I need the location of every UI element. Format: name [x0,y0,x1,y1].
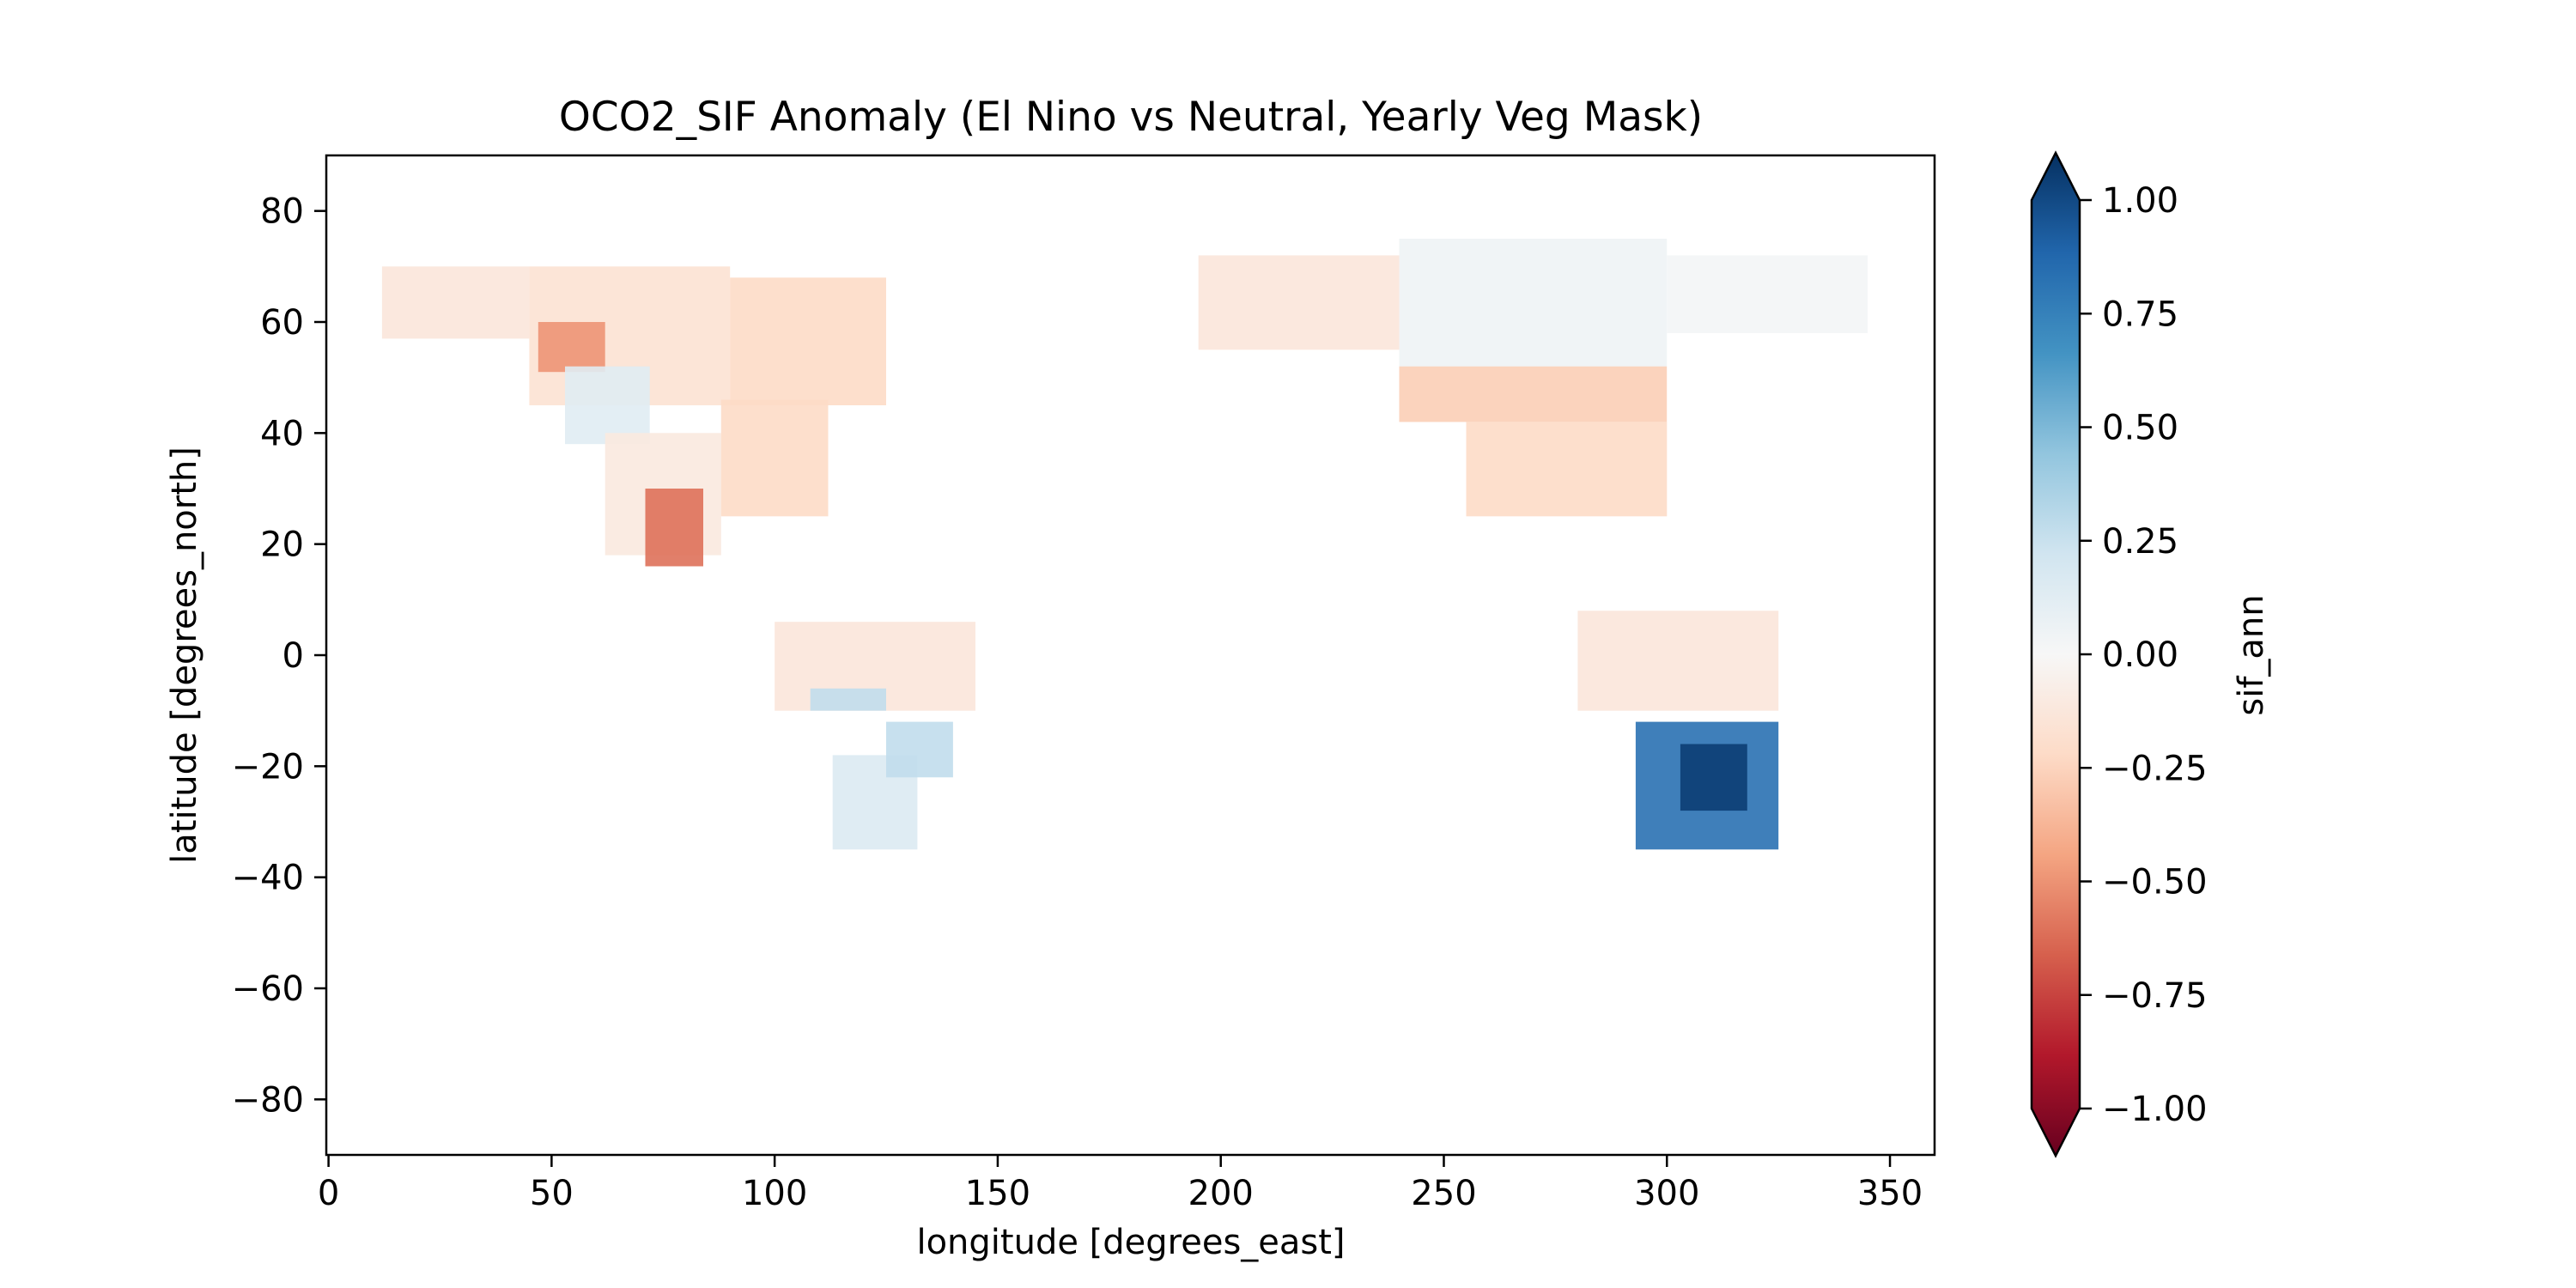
y-tick-label: −60 [232,969,304,1009]
colorbar-tick-label: 1.00 [2102,181,2178,221]
anomaly-region-14 [1399,366,1668,422]
y-tick-label: 20 [260,526,304,565]
x-tick-label: 300 [1634,1174,1699,1213]
colorbar-ticks: 1.00 0.75 0.50 0.25 0.00 −0.25 −0.50 −0.75 −1.00 [2080,181,2208,1129]
anomaly-region-7 [645,489,703,567]
colorbar-tick-label: −0.75 [2102,976,2208,1016]
colorbar-tick-label: 0.75 [2102,295,2178,334]
chart-title: OCO2_SIF Anomaly (El Nino vs Neutral, Ye… [559,94,1703,141]
anomaly-region-6 [720,399,829,517]
colorbar-tick-label: 0.25 [2102,522,2178,562]
x-tick-label: 200 [1188,1174,1254,1213]
x-axis: 0 50 100 150 200 250 300 350 [318,1155,1923,1213]
y-tick-label: −80 [232,1080,304,1120]
x-tick-label: 50 [530,1174,574,1213]
x-axis-label: longitude [degrees_east] [916,1223,1345,1262]
anomaly-region-2 [730,277,886,405]
anomaly-region-9 [810,688,886,711]
x-tick-label: 250 [1411,1174,1476,1213]
x-tick-label: 0 [318,1174,339,1213]
colorbar-tick-label: −1.00 [2102,1090,2208,1129]
y-tick-label: 0 [283,636,304,676]
anomaly-region-4 [565,366,650,445]
y-tick-label: −40 [232,859,304,898]
colorbar: 1.00 0.75 0.50 0.25 0.00 −0.25 −0.50 −0.75 −1.00… [2030,150,2271,1158]
anomaly-region-17 [1577,611,1779,711]
anomaly-region-3 [538,322,605,373]
y-tick-label: −20 [232,747,304,787]
colorbar-tick-label: −0.50 [2102,863,2208,902]
anomaly-region-12 [1198,255,1400,350]
anomaly-region-16 [1466,422,1668,517]
colorbar-body [2030,150,2081,1158]
anomaly-region-13 [1399,239,1668,367]
colorbar-tick-label: −0.25 [2102,749,2208,788]
anomaly-region-0 [381,266,530,339]
y-axis-label: latitude [degrees_north] [165,447,204,864]
anomaly-region-11 [886,721,953,778]
x-tick-label: 100 [742,1174,807,1213]
y-tick-label: 80 [260,192,304,232]
map-anomaly-layer [381,239,1868,850]
x-tick-label: 350 [1857,1174,1923,1213]
anomaly-region-15 [1667,255,1868,333]
colorbar-tick-label: 0.00 [2102,635,2178,675]
y-axis: 80 60 40 20 0 −20 −40 −60 −80 [232,192,326,1120]
colorbar-label: sif_ann [2232,594,2271,715]
colorbar-tick-label: 0.50 [2102,409,2178,448]
y-tick-label: 60 [260,303,304,343]
anomaly-region-19 [1680,744,1747,811]
y-tick-label: 40 [260,414,304,453]
x-tick-label: 150 [965,1174,1030,1213]
